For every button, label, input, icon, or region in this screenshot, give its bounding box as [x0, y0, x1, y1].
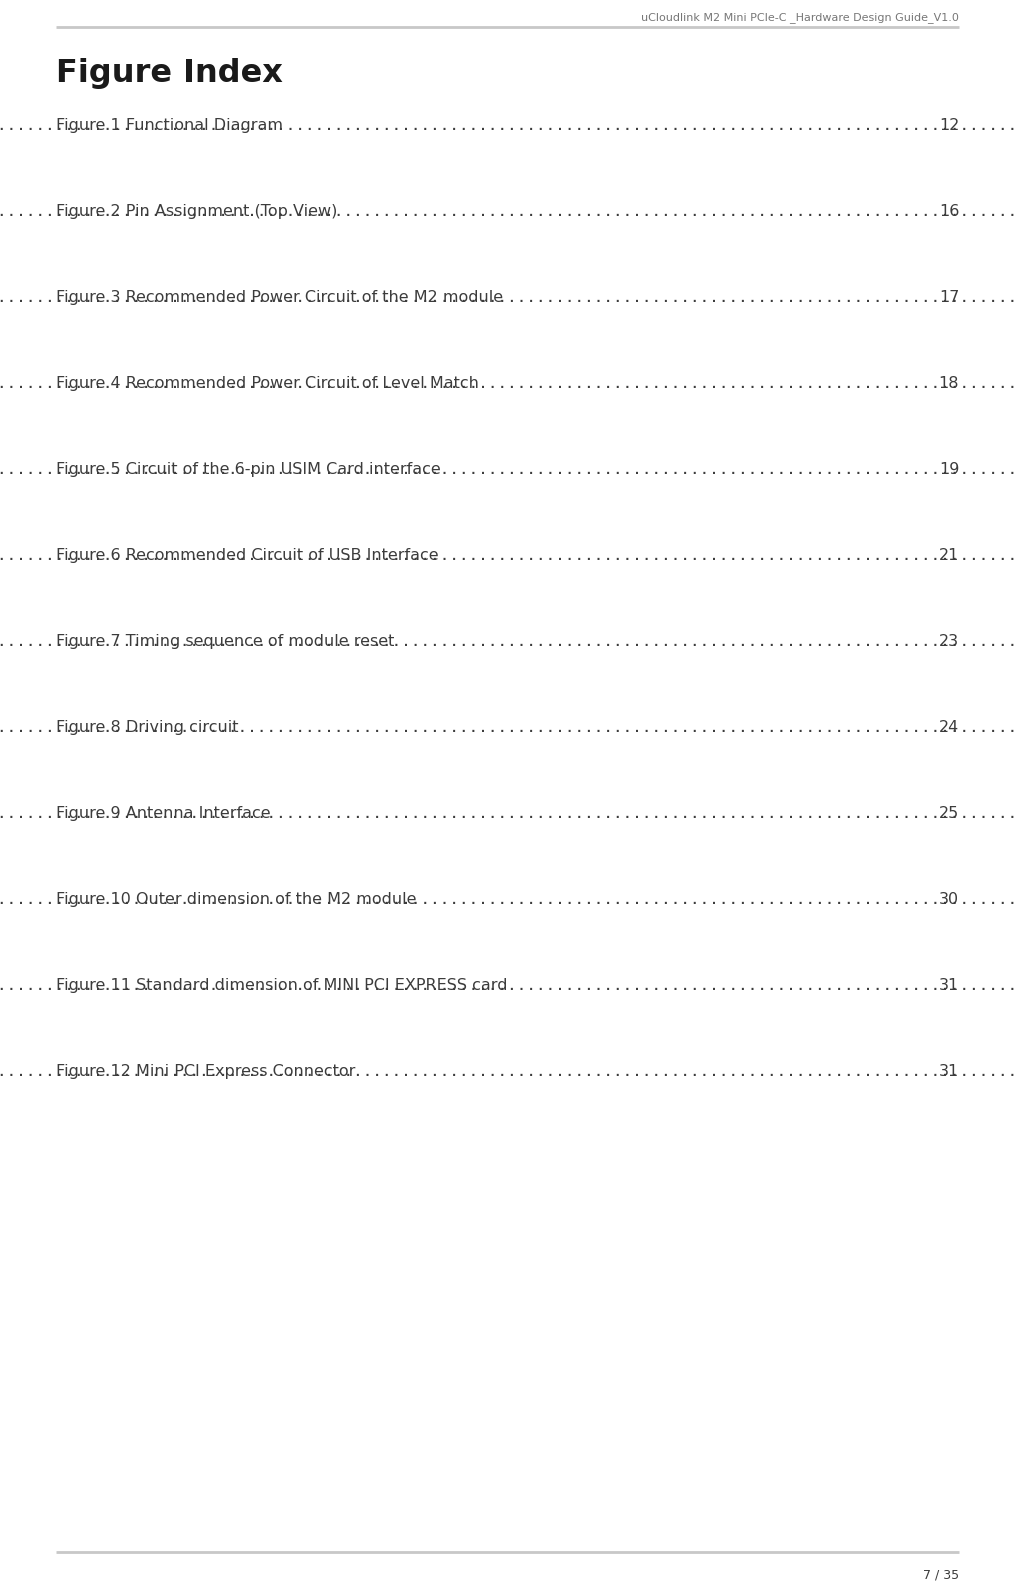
Text: 17: 17 [939, 290, 959, 306]
Text: 19: 19 [939, 462, 959, 478]
Text: ................................................................................: ........................................… [0, 634, 1015, 650]
Text: Figure 11 Standard dimension of MINI PCI EXPRESS card: Figure 11 Standard dimension of MINI PCI… [56, 977, 508, 993]
Text: 21: 21 [939, 548, 959, 564]
Text: 12: 12 [939, 118, 959, 134]
Text: 25: 25 [939, 806, 959, 821]
Text: ................................................................................: ........................................… [0, 720, 1015, 736]
Text: ................................................................................: ........................................… [0, 462, 1015, 478]
Text: Figure 12 Mini PCI Express Connector: Figure 12 Mini PCI Express Connector [56, 1063, 355, 1079]
Text: Figure 5 Circuit of the 6-pin USIM Card interface: Figure 5 Circuit of the 6-pin USIM Card … [56, 462, 441, 478]
Text: Figure 7 Timing sequence of module reset: Figure 7 Timing sequence of module reset [56, 634, 394, 650]
Text: 31: 31 [939, 1063, 959, 1079]
Text: Figure 1 Functional Diagram: Figure 1 Functional Diagram [56, 118, 283, 134]
Text: 23: 23 [939, 634, 959, 650]
Text: 18: 18 [939, 376, 959, 392]
Text: ................................................................................: ........................................… [0, 892, 1015, 907]
Text: uCloudlink M2 Mini PCIe-C _Hardware Design Guide_V1.0: uCloudlink M2 Mini PCIe-C _Hardware Desi… [641, 13, 959, 22]
Text: ................................................................................: ........................................… [0, 1063, 1015, 1079]
Text: ................................................................................: ........................................… [0, 118, 1015, 134]
Text: 16: 16 [939, 204, 959, 220]
Text: Figure 2 Pin Assignment (Top View): Figure 2 Pin Assignment (Top View) [56, 204, 337, 220]
Text: ................................................................................: ........................................… [0, 548, 1015, 564]
Text: Figure 8 Driving circuit: Figure 8 Driving circuit [56, 720, 239, 736]
Text: 31: 31 [939, 977, 959, 993]
Text: ................................................................................: ........................................… [0, 806, 1015, 821]
Text: ................................................................................: ........................................… [0, 290, 1015, 306]
Text: Figure 4 Recommended Power Circuit of Level Match: Figure 4 Recommended Power Circuit of Le… [56, 376, 479, 392]
Text: Figure 10 Outer dimension of the M2 module: Figure 10 Outer dimension of the M2 modu… [56, 892, 416, 907]
Text: Figure 3 Recommended Power Circuit of the M2 module: Figure 3 Recommended Power Circuit of th… [56, 290, 503, 306]
Text: ................................................................................: ........................................… [0, 376, 1015, 392]
Text: 7 / 35: 7 / 35 [923, 1568, 959, 1581]
Text: 24: 24 [939, 720, 959, 736]
Text: ................................................................................: ........................................… [0, 977, 1015, 993]
Text: 30: 30 [939, 892, 959, 907]
Text: Figure Index: Figure Index [56, 57, 283, 89]
Text: ................................................................................: ........................................… [0, 204, 1015, 220]
Text: Figure 6 Recommended Circuit of USB Interface: Figure 6 Recommended Circuit of USB Inte… [56, 548, 438, 564]
Text: Figure 9 Antenna Interface: Figure 9 Antenna Interface [56, 806, 270, 821]
